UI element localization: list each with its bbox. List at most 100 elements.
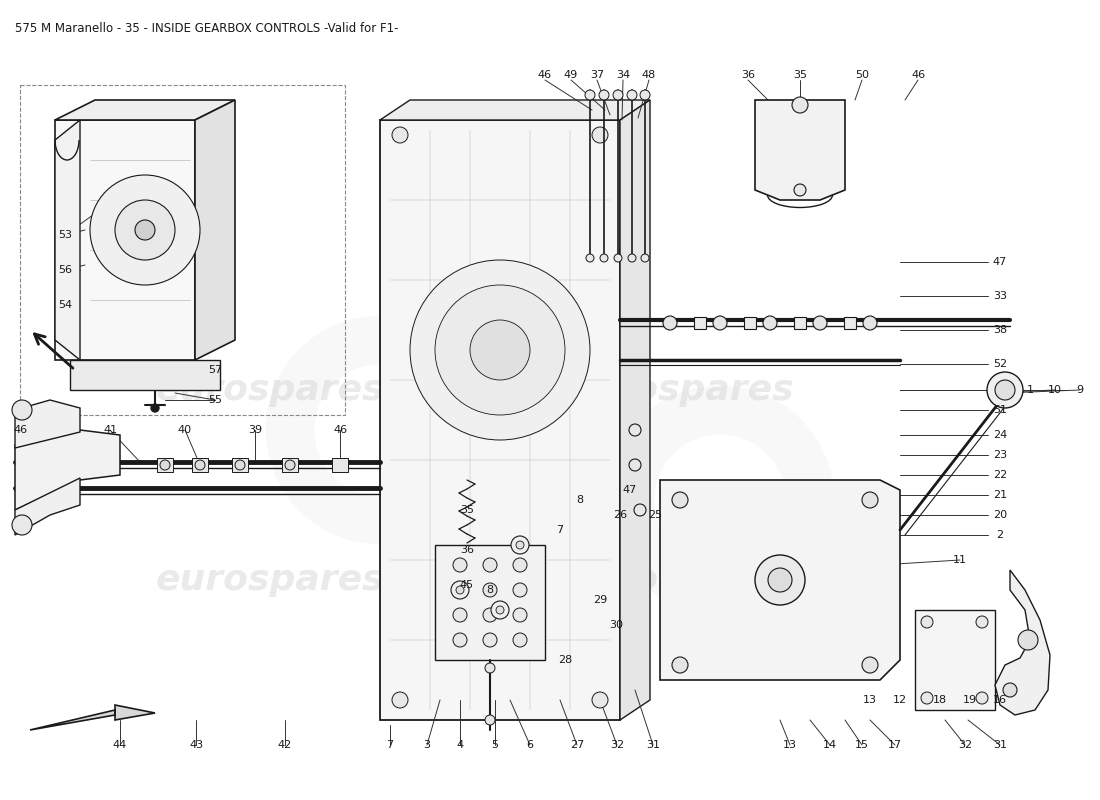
Circle shape bbox=[453, 583, 468, 597]
Text: 25: 25 bbox=[648, 510, 662, 520]
Text: 16: 16 bbox=[993, 695, 1007, 705]
Text: 23: 23 bbox=[993, 450, 1008, 460]
Circle shape bbox=[629, 424, 641, 436]
Circle shape bbox=[453, 558, 468, 572]
Polygon shape bbox=[620, 100, 650, 720]
Text: 27: 27 bbox=[570, 740, 584, 750]
Circle shape bbox=[512, 536, 529, 554]
Circle shape bbox=[235, 460, 245, 470]
Circle shape bbox=[285, 460, 295, 470]
Polygon shape bbox=[30, 705, 155, 730]
Text: 39: 39 bbox=[248, 425, 262, 435]
Circle shape bbox=[586, 254, 594, 262]
Circle shape bbox=[628, 254, 636, 262]
Circle shape bbox=[755, 555, 805, 605]
Text: 54: 54 bbox=[58, 300, 73, 310]
Text: 9: 9 bbox=[1077, 385, 1084, 395]
Polygon shape bbox=[55, 100, 235, 120]
Text: eurospares: eurospares bbox=[156, 373, 384, 407]
Text: 15: 15 bbox=[855, 740, 869, 750]
Circle shape bbox=[116, 200, 175, 260]
Bar bbox=[744, 317, 756, 329]
Text: 30: 30 bbox=[609, 620, 623, 630]
Circle shape bbox=[483, 633, 497, 647]
Text: 46: 46 bbox=[13, 425, 28, 435]
Circle shape bbox=[627, 90, 637, 100]
Circle shape bbox=[513, 583, 527, 597]
Text: 21: 21 bbox=[993, 490, 1008, 500]
Text: 50: 50 bbox=[855, 70, 869, 80]
Bar bbox=[157, 458, 173, 472]
Text: 5: 5 bbox=[492, 740, 498, 750]
Text: 48: 48 bbox=[642, 70, 656, 80]
Circle shape bbox=[921, 692, 933, 704]
Text: 20: 20 bbox=[993, 510, 1008, 520]
Text: 32: 32 bbox=[609, 740, 624, 750]
Text: 44: 44 bbox=[113, 740, 128, 750]
Circle shape bbox=[516, 541, 524, 549]
Circle shape bbox=[151, 404, 160, 412]
Circle shape bbox=[1018, 630, 1038, 650]
Text: eurospares: eurospares bbox=[156, 563, 384, 597]
Text: 7: 7 bbox=[386, 740, 394, 750]
Polygon shape bbox=[379, 120, 620, 720]
Text: 10: 10 bbox=[1048, 385, 1062, 395]
Text: 42: 42 bbox=[278, 740, 293, 750]
Polygon shape bbox=[195, 100, 235, 360]
Text: 31: 31 bbox=[646, 740, 660, 750]
Text: 17: 17 bbox=[888, 740, 902, 750]
Circle shape bbox=[614, 254, 622, 262]
Circle shape bbox=[453, 608, 468, 622]
Text: 19: 19 bbox=[962, 695, 977, 705]
Circle shape bbox=[135, 220, 155, 240]
Text: 31: 31 bbox=[993, 740, 1007, 750]
Text: 53: 53 bbox=[58, 230, 72, 240]
Text: 32: 32 bbox=[958, 740, 972, 750]
Bar bbox=[232, 458, 248, 472]
Circle shape bbox=[1003, 683, 1018, 697]
Text: 14: 14 bbox=[823, 740, 837, 750]
Circle shape bbox=[794, 184, 806, 196]
Circle shape bbox=[862, 657, 878, 673]
Text: 8: 8 bbox=[576, 495, 584, 505]
Text: 2: 2 bbox=[997, 530, 1003, 540]
Circle shape bbox=[763, 316, 777, 330]
Polygon shape bbox=[15, 400, 80, 448]
Polygon shape bbox=[915, 610, 996, 710]
Text: 46: 46 bbox=[911, 70, 925, 80]
Text: 28: 28 bbox=[558, 655, 572, 665]
Circle shape bbox=[996, 380, 1015, 400]
Circle shape bbox=[976, 616, 988, 628]
Circle shape bbox=[12, 400, 32, 420]
Text: 45: 45 bbox=[460, 580, 474, 590]
Text: 4: 4 bbox=[456, 740, 463, 750]
Circle shape bbox=[713, 316, 727, 330]
Bar bbox=[694, 317, 706, 329]
Text: 18: 18 bbox=[933, 695, 947, 705]
Text: 47: 47 bbox=[623, 485, 637, 495]
Circle shape bbox=[987, 372, 1023, 408]
Circle shape bbox=[592, 692, 608, 708]
Text: eurospares: eurospares bbox=[565, 373, 794, 407]
Circle shape bbox=[613, 90, 623, 100]
Text: 3: 3 bbox=[424, 740, 430, 750]
Text: 52: 52 bbox=[993, 359, 1008, 369]
Text: 34: 34 bbox=[616, 70, 630, 80]
Bar bbox=[282, 458, 298, 472]
Circle shape bbox=[634, 504, 646, 516]
Text: 55: 55 bbox=[208, 395, 222, 405]
Circle shape bbox=[768, 568, 792, 592]
Text: 26: 26 bbox=[613, 510, 627, 520]
Circle shape bbox=[392, 127, 408, 143]
Circle shape bbox=[672, 492, 688, 508]
Circle shape bbox=[976, 692, 988, 704]
Text: 47: 47 bbox=[993, 257, 1008, 267]
Circle shape bbox=[513, 558, 527, 572]
Circle shape bbox=[90, 175, 200, 285]
Circle shape bbox=[641, 254, 649, 262]
Text: 51: 51 bbox=[993, 405, 1007, 415]
Circle shape bbox=[592, 127, 608, 143]
Text: 575 M Maranello - 35 - INSIDE GEARBOX CONTROLS -Valid for F1-: 575 M Maranello - 35 - INSIDE GEARBOX CO… bbox=[15, 22, 398, 35]
Text: 33: 33 bbox=[993, 291, 1007, 301]
Text: 13: 13 bbox=[864, 695, 877, 705]
